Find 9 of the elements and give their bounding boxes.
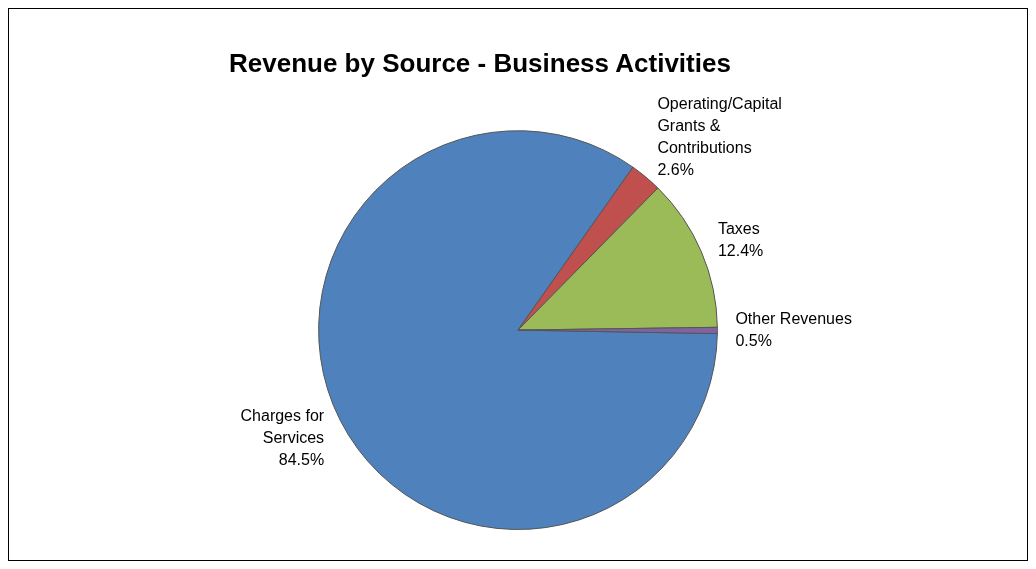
slice-label: Charges for Services [240, 406, 325, 446]
data-label: 12.4% [717, 241, 764, 259]
slice-label: Taxes [717, 219, 760, 237]
data-label: 84.5% [278, 450, 325, 468]
chart-title: Revenue by Source - Business Activities [229, 47, 731, 78]
slice-label: Operating/Capital Grants & Contributions [657, 95, 782, 157]
data-label: 2.6% [657, 161, 694, 179]
slice-label: Other Revenues [735, 309, 852, 327]
data-label: 0.5% [735, 331, 772, 349]
